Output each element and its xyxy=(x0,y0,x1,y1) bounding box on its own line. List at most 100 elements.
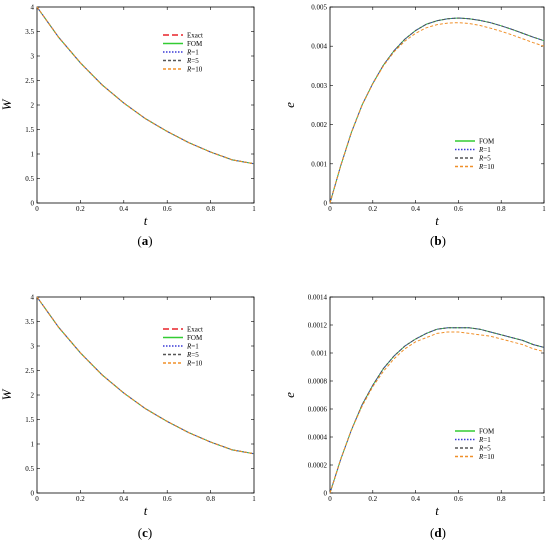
x-tick-label: 1 xyxy=(252,495,256,503)
panel-label: (a) xyxy=(137,233,152,248)
legend-entry: Exact xyxy=(187,326,203,334)
x-tick-label: 0.4 xyxy=(411,495,420,503)
series-line-r5 xyxy=(36,296,255,455)
x-tick-label: 0.2 xyxy=(76,205,85,213)
x-axis-label: t xyxy=(144,213,148,228)
y-tick-label: 2 xyxy=(31,102,35,110)
y-axis-label: W xyxy=(0,388,14,400)
series-line-exact xyxy=(36,6,255,165)
y-axis-label: e xyxy=(282,102,297,108)
panel-label: (c) xyxy=(138,525,152,540)
y-tick-label: 0 xyxy=(324,490,328,498)
chart-panel-4: 0 0.2 0.4 0.6 0.8 1 0 0.0002 0.0004 0.0006 0.0008 0… xyxy=(282,294,546,541)
y-tick-label: 0.001 xyxy=(311,350,327,358)
series-line-r1 xyxy=(36,296,255,455)
y-tick-label: 3 xyxy=(31,53,35,61)
plot-frame xyxy=(329,6,545,204)
series-line-r5 xyxy=(329,327,545,494)
y-tick-label: 4 xyxy=(31,4,35,12)
series-line-r10 xyxy=(36,296,255,455)
y-axis-label: W xyxy=(0,98,14,110)
series-line-fom xyxy=(36,6,255,165)
x-tick-label: 0.8 xyxy=(206,205,215,213)
x-tick-label: 0.4 xyxy=(119,205,128,213)
legend-entry: R=5 xyxy=(186,57,199,65)
y-tick-label: 0.5 xyxy=(25,175,34,183)
panel-label: (b) xyxy=(430,233,446,248)
plot-frame xyxy=(329,296,545,494)
y-tick-label: 1.5 xyxy=(25,126,34,134)
series-line-r5 xyxy=(329,17,545,204)
y-tick-label: 0.0014 xyxy=(308,294,328,302)
y-tick-label: 0.0008 xyxy=(308,378,328,386)
legend-entry: FOM xyxy=(187,40,203,48)
legend-entry: R=10 xyxy=(478,163,495,171)
series-line-r10 xyxy=(329,331,545,494)
y-tick-label: 0.5 xyxy=(25,465,34,473)
y-tick-label: 0.002 xyxy=(311,121,327,129)
series-line-r1 xyxy=(36,6,255,165)
y-tick-label: 0.0004 xyxy=(308,434,328,442)
x-tick-label: 0.8 xyxy=(497,495,506,503)
x-tick-label: 0.6 xyxy=(163,205,172,213)
chart-panel-1: 0 0.2 0.4 0.6 0.8 1 0 0.5 1 1.5 2 2.5 3 3.5 4 t W ExactFO… xyxy=(0,4,256,249)
x-axis-label: t xyxy=(435,213,439,228)
y-tick-label: 0 xyxy=(324,200,328,208)
panel-label: (d) xyxy=(430,525,446,540)
x-tick-label: 1 xyxy=(542,495,546,503)
legend-entry: R=5 xyxy=(478,445,491,453)
y-tick-label: 3 xyxy=(31,343,35,351)
x-tick-label: 0.2 xyxy=(76,495,85,503)
series-line-r10 xyxy=(329,22,545,204)
legend-entry: R=5 xyxy=(478,155,491,163)
legend-entry: R=1 xyxy=(478,146,491,154)
x-tick-label: 0.6 xyxy=(163,495,172,503)
y-tick-label: 3.5 xyxy=(25,28,34,36)
legend-entry: FOM xyxy=(479,138,495,146)
chart-panel-2: 0 0.2 0.4 0.6 0.8 1 0 0.001 0.002 0.003 0.004 0.005… xyxy=(282,4,546,249)
y-tick-label: 3.5 xyxy=(25,318,34,326)
legend-entry: R=10 xyxy=(186,66,203,74)
series-line-fom xyxy=(329,17,545,204)
y-tick-label: 0.0012 xyxy=(308,322,328,330)
x-tick-label: 0 xyxy=(328,495,332,503)
x-tick-label: 0.6 xyxy=(454,495,463,503)
y-tick-label: 0.0006 xyxy=(308,406,328,414)
series-line-fom xyxy=(36,296,255,455)
series-line-fom xyxy=(329,327,545,494)
legend-entry: FOM xyxy=(187,334,203,342)
legend-entry: Exact xyxy=(187,32,203,40)
y-tick-label: 0 xyxy=(31,490,35,498)
x-tick-label: 0.8 xyxy=(206,495,215,503)
legend-entry: R=10 xyxy=(478,453,495,461)
y-tick-label: 0.005 xyxy=(311,4,327,12)
y-tick-label: 2.5 xyxy=(25,367,34,375)
x-tick-label: 0.6 xyxy=(454,205,463,213)
y-tick-label: 2 xyxy=(31,392,35,400)
x-tick-label: 0.4 xyxy=(411,205,420,213)
series-line-exact xyxy=(36,296,255,455)
chart-panel-3: 0 0.2 0.4 0.6 0.8 1 0 0.5 1 1.5 2 2.5 3 3.5 4 t W ExactFO… xyxy=(0,294,256,541)
series-line-r1 xyxy=(329,17,545,204)
y-axis-label: e xyxy=(282,392,297,398)
legend-entry: R=1 xyxy=(186,49,199,57)
plot-frame xyxy=(36,6,255,204)
legend-entry: R=1 xyxy=(186,343,199,351)
x-tick-label: 0.2 xyxy=(368,495,377,503)
y-tick-label: 4 xyxy=(31,294,35,302)
y-tick-label: 0.001 xyxy=(311,160,327,168)
y-tick-label: 0.003 xyxy=(311,82,327,90)
series-line-r5 xyxy=(36,6,255,165)
y-tick-label: 1 xyxy=(31,151,35,159)
legend-entry: FOM xyxy=(479,428,495,436)
y-tick-label: 1 xyxy=(31,441,35,449)
x-tick-label: 1 xyxy=(252,205,256,213)
x-axis-label: t xyxy=(435,503,439,518)
y-tick-label: 2.5 xyxy=(25,77,34,85)
series-line-r10 xyxy=(36,6,255,165)
x-axis-label: t xyxy=(144,503,148,518)
